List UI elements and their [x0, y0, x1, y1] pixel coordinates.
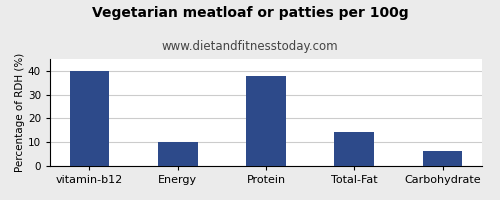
Bar — [70, 71, 110, 166]
Bar — [422, 151, 463, 166]
Bar — [246, 76, 286, 166]
Text: www.dietandfitnesstoday.com: www.dietandfitnesstoday.com — [162, 40, 338, 53]
Bar — [158, 142, 198, 166]
Y-axis label: Percentage of RDH (%): Percentage of RDH (%) — [15, 53, 25, 172]
Bar — [334, 132, 374, 166]
Text: Vegetarian meatloaf or patties per 100g: Vegetarian meatloaf or patties per 100g — [92, 6, 408, 20]
